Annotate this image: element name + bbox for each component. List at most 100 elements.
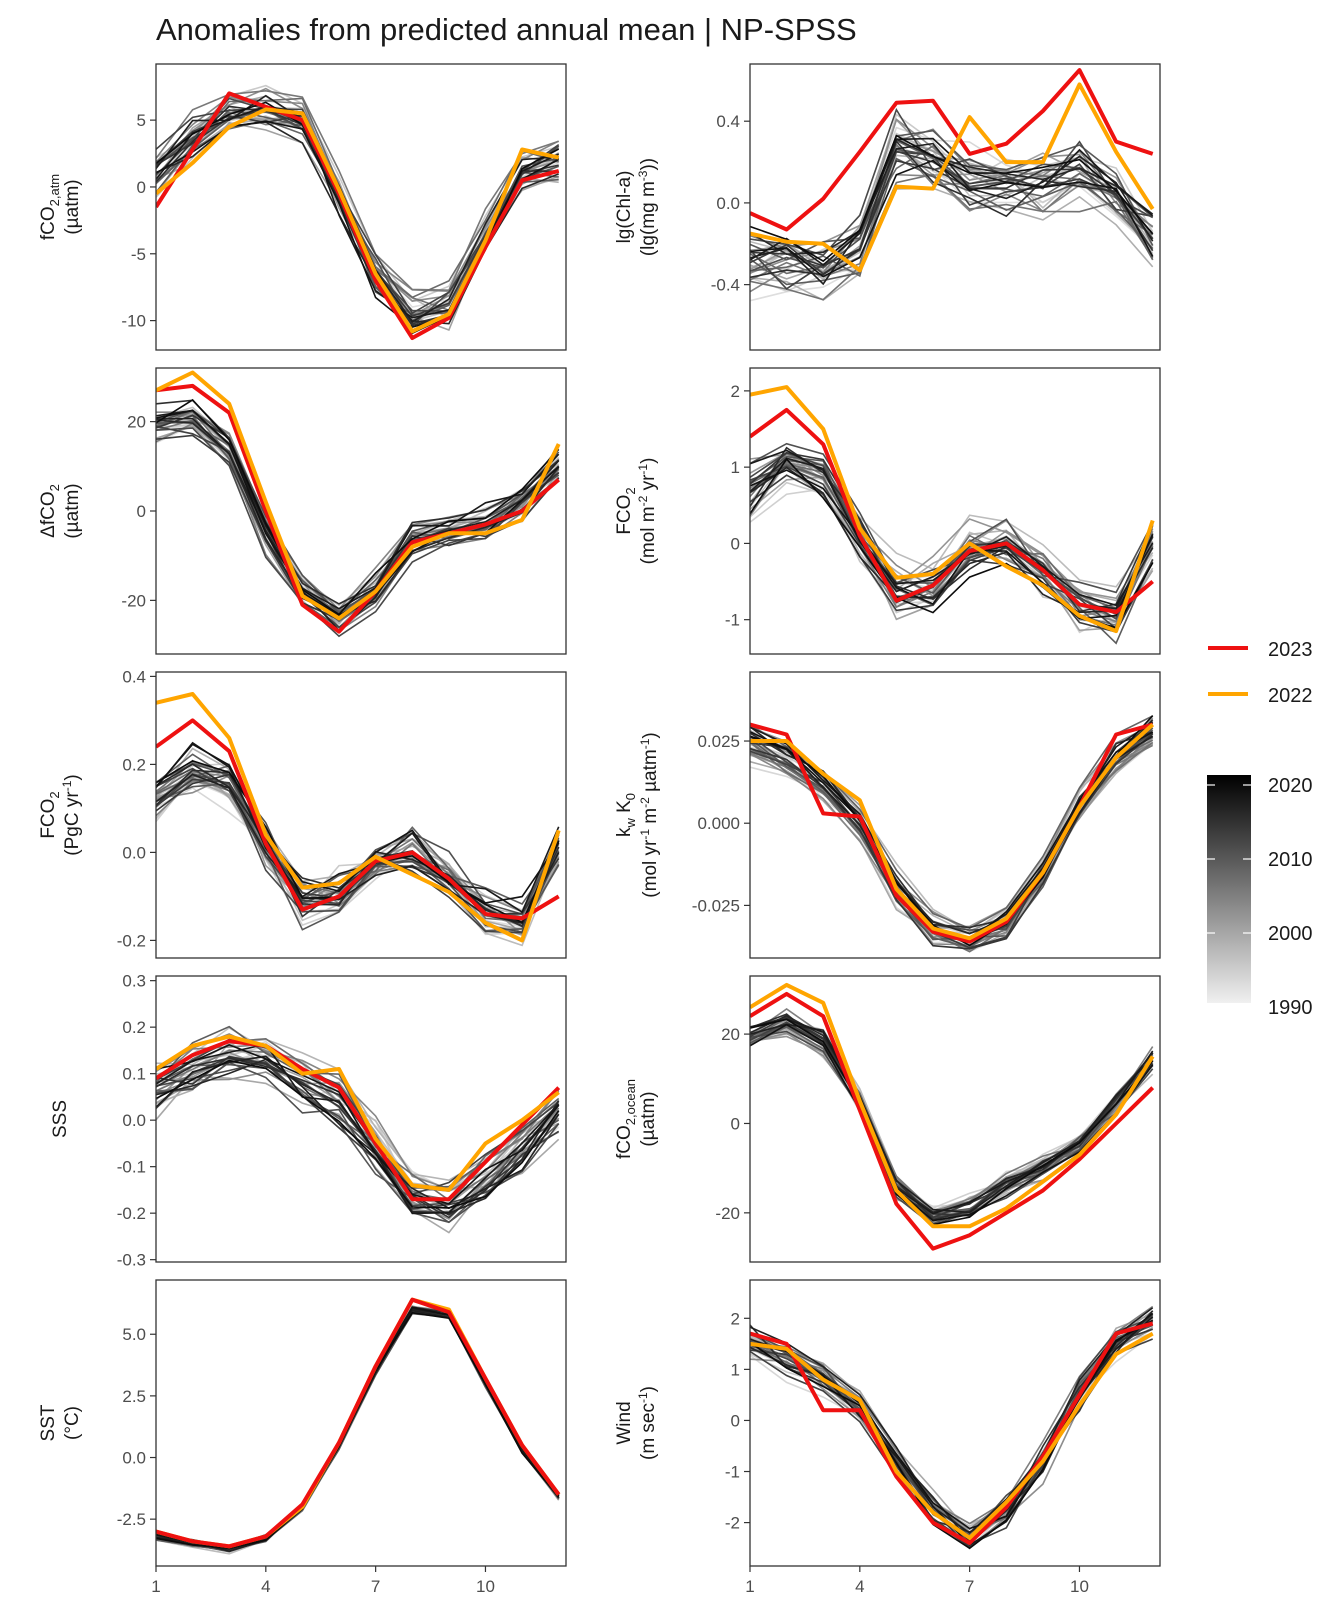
year-line-2001: [750, 453, 1154, 600]
year-line-2019: [156, 1043, 560, 1215]
year-line-2003: [750, 1320, 1153, 1538]
year-line-2008: [750, 715, 1154, 930]
y-tick-label: -20: [121, 591, 146, 610]
year-line-2019: [156, 105, 560, 319]
y-tick-label: -1: [725, 1463, 740, 1482]
legend: 2023 2022 2020 2010 2000 1990: [1207, 639, 1313, 1019]
year-line-2014: [750, 722, 1154, 949]
y-axis-label-line: (mol m-2 yr-1): [636, 458, 659, 565]
year-line-2018: [750, 142, 1154, 286]
year-line-2015: [750, 159, 1154, 267]
y-axis-label-line: ΔfCO2: [38, 484, 62, 538]
year-line-2014: [156, 1311, 560, 1550]
y-axis-label: kw K0(mol yr-1 m-2 µatm-1): [614, 732, 661, 897]
y-axis-label-line: lg(Chl-a): [614, 171, 635, 244]
y-tick-label: 0.2: [122, 755, 146, 774]
panel-Chl: -0.4 0.0 0.4: [711, 63, 1161, 351]
y-tick-label: 0: [137, 178, 146, 197]
y-tick-label: 5.0: [122, 1325, 146, 1344]
year-line-2005: [750, 1323, 1153, 1525]
y-tick-label: 2.5: [122, 1387, 146, 1406]
year-lines: [750, 715, 1155, 953]
legend-label-2023: 2023: [1268, 639, 1313, 661]
year-line-1990: [750, 1321, 1154, 1527]
panel-frame: [155, 1279, 567, 1567]
y-tick-label: -5: [131, 245, 146, 264]
year-lines: [156, 1025, 561, 1234]
x-tick-label: 1: [745, 1577, 754, 1596]
year-line-2000: [750, 717, 1154, 930]
series-line-2022: [750, 385, 1155, 634]
year-line-2020: [750, 159, 1154, 278]
year-line-2018: [750, 1307, 1154, 1535]
series-line-2022: [750, 82, 1155, 273]
series-line-2023: [156, 91, 560, 340]
panel-fCO2atm: -10 -5 0 5: [121, 63, 567, 351]
year-line-1997: [750, 1315, 1154, 1534]
year-line-2011: [750, 442, 1154, 594]
year-line-1994: [750, 1024, 1154, 1214]
panel-frame: [749, 975, 1161, 1263]
year-line-2003: [156, 1309, 560, 1549]
y-tick-label: 1: [731, 1360, 740, 1379]
y-axis-label-line: fCO2,ocean: [614, 1079, 638, 1159]
y-tick-label: -0.2: [117, 1204, 146, 1223]
y-axis-label-line: (m sec-1): [636, 1386, 659, 1460]
year-line-1995: [750, 462, 1154, 588]
year-line-2019: [750, 721, 1154, 939]
x-tick-label: 10: [1070, 1577, 1089, 1596]
year-line-2009: [156, 1312, 560, 1551]
y-tick-label: 0: [731, 534, 740, 553]
series-line-2023: [750, 991, 1155, 1251]
series-line-2023: [750, 722, 1154, 944]
year-line-1994: [156, 771, 560, 930]
year-line-2017: [156, 1308, 560, 1550]
year-line-2018: [750, 1023, 1154, 1214]
panel-frame: [749, 1279, 1161, 1567]
year-line-2015: [750, 733, 1154, 950]
year-lines: [156, 84, 560, 340]
panel-kwK0: -0.025 0.000 0.025: [692, 671, 1161, 959]
year-lines: [156, 370, 561, 638]
colorbar-label-2020: 2020: [1268, 775, 1313, 797]
year-line-1994: [750, 1320, 1154, 1535]
panel-FCO2mol: -1 0 1 2: [725, 367, 1161, 655]
year-line-2021: [750, 715, 1154, 947]
year-line-1999: [750, 1310, 1154, 1531]
year-line-2010: [156, 782, 560, 932]
year-line-2011: [750, 1314, 1154, 1538]
x-tick-label: 7: [371, 1577, 380, 1596]
panel-dfCO2: -20 0 20: [121, 367, 567, 655]
series-line-2022: [156, 1297, 561, 1549]
y-axis-label: fCO2,ocean (µatm): [614, 1079, 659, 1159]
series-line-2022: [156, 1034, 560, 1192]
panel-frame: [749, 367, 1161, 655]
colorbar: [1207, 775, 1251, 1003]
y-axis-label: SST (°C): [38, 1404, 83, 1441]
year-line-1995: [750, 723, 1154, 932]
panel-SSS: -0.3 -0.2 -0.1 0.0 0.1 0.2 0.3: [117, 972, 567, 1270]
panel-frame: [155, 63, 567, 351]
y-tick-label: 0: [731, 1411, 740, 1430]
year-lines: [156, 692, 561, 947]
year-line-2013: [156, 1307, 560, 1548]
y-axis-label-line: (lg(mg m-3)): [636, 158, 659, 256]
x-tick-label: 4: [855, 1577, 864, 1596]
year-line-2019: [156, 1307, 560, 1550]
y-axis-label: ΔfCO2 (µatm): [38, 483, 83, 538]
y-axis-label: Wind (m sec-1): [614, 1386, 659, 1460]
y-tick-label: 0: [137, 502, 146, 521]
year-line-2009: [750, 1313, 1154, 1540]
x-tick-label: 10: [476, 1577, 495, 1596]
y-axis-label-line: (µatm): [62, 483, 83, 538]
year-line-2001: [156, 1311, 560, 1551]
y-axis-label-line: kw K0: [614, 793, 638, 837]
year-line-2012: [750, 451, 1154, 621]
year-lines: [750, 982, 1155, 1251]
figure-title: Anomalies from predicted annual mean | N…: [156, 12, 857, 47]
year-line-2016: [750, 1313, 1154, 1533]
y-tick-label: 2: [731, 382, 740, 401]
series-line-2022: [750, 982, 1155, 1229]
y-tick-label: 0.0: [122, 1111, 146, 1130]
